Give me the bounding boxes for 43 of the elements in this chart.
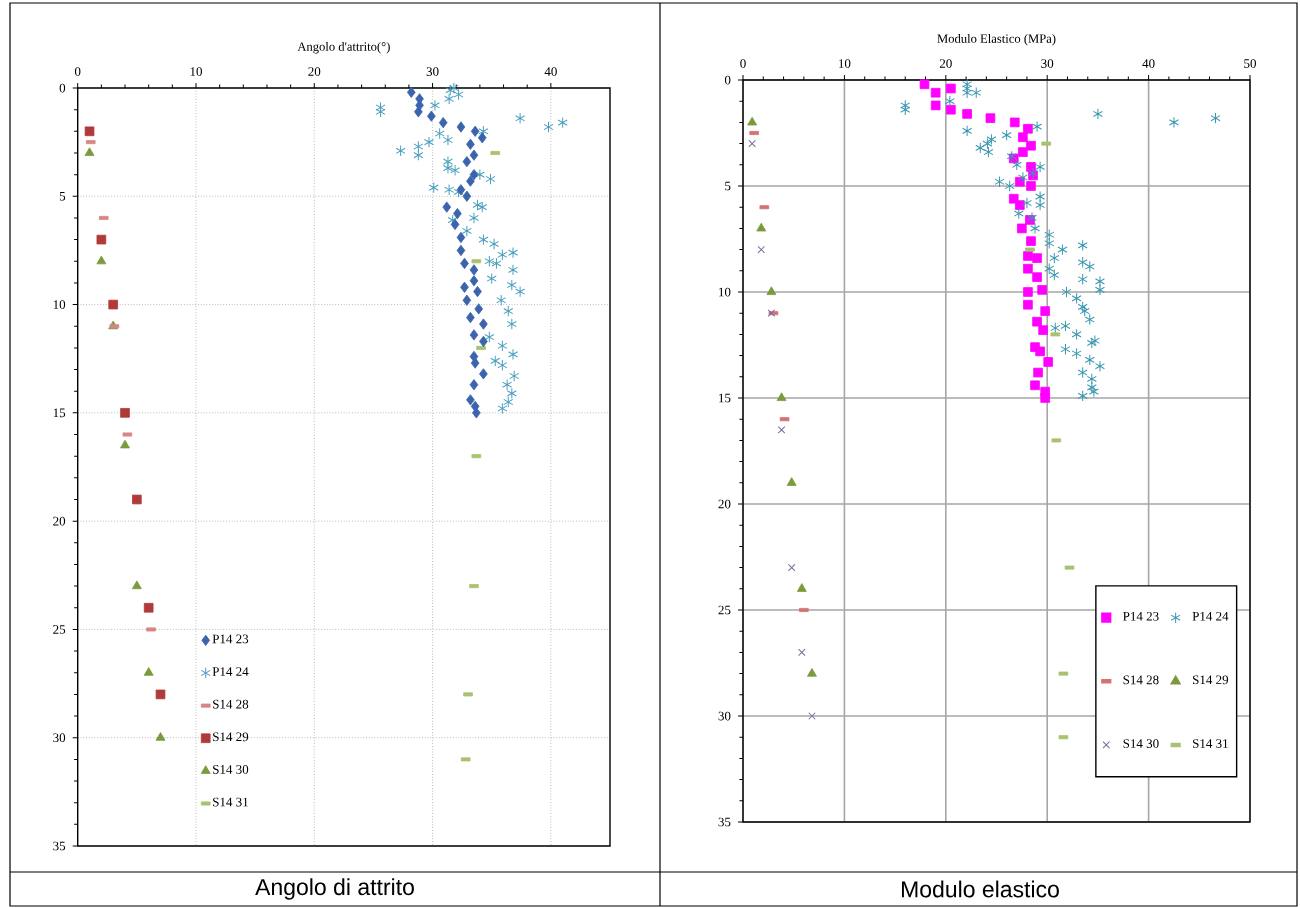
x-tick-label: 0 bbox=[740, 59, 746, 68]
legend-label: S14 29 bbox=[1193, 675, 1229, 685]
y-tick-label: 15 bbox=[719, 393, 731, 403]
x-tick-label: 40 bbox=[1142, 59, 1155, 68]
y-tick-label: 15 bbox=[53, 408, 66, 418]
legend-label: S14 30 bbox=[1123, 739, 1159, 748]
x-tick-label: 50 bbox=[1244, 59, 1256, 68]
text: Modulo elastico bbox=[901, 880, 1059, 898]
y-tick-label: 5 bbox=[59, 191, 66, 201]
y-tick-label: 0 bbox=[59, 83, 66, 93]
legend-label: S14 31 bbox=[1193, 739, 1228, 748]
x-tick-label: 40 bbox=[544, 67, 557, 76]
y-tick-label: 10 bbox=[53, 300, 66, 309]
x-tick-label: 20 bbox=[308, 67, 321, 76]
y-tick-label: 10 bbox=[719, 287, 731, 297]
legend-label: P14 24 bbox=[212, 667, 249, 676]
legend-label: S14 30 bbox=[213, 765, 249, 774]
legend-label: P14 24 bbox=[1192, 611, 1229, 621]
x-tick-label: 10 bbox=[839, 59, 851, 68]
y-tick-label: 0 bbox=[724, 75, 731, 85]
y-tick-label: 20 bbox=[718, 499, 731, 509]
y-tick-label: 35 bbox=[53, 841, 66, 851]
y-tick-label: 30 bbox=[718, 711, 731, 721]
y-tick-label: 5 bbox=[725, 181, 731, 191]
x-tick-label: 30 bbox=[1041, 59, 1054, 68]
y-tick-label: 35 bbox=[718, 817, 731, 827]
legend-label: S14 29 bbox=[213, 732, 249, 742]
y-tick-label: 25 bbox=[53, 625, 66, 634]
y-tick-label: 25 bbox=[718, 605, 731, 615]
x-tick-label: 10 bbox=[190, 67, 202, 76]
x-tick-label: 20 bbox=[939, 59, 952, 68]
y-tick-label: 30 bbox=[53, 733, 66, 743]
legend-label: P14 23 bbox=[212, 634, 249, 644]
legend-label: S14 28 bbox=[1123, 675, 1159, 685]
x-axis-title: Angolo d'attrito(°) bbox=[297, 41, 390, 54]
y-tick-label: 20 bbox=[53, 516, 66, 526]
legend-label: P14 23 bbox=[1123, 611, 1159, 621]
text: Angolo di attrito bbox=[255, 878, 414, 900]
x-tick-label: 30 bbox=[426, 67, 439, 76]
legend-label: S14 31 bbox=[213, 797, 248, 807]
legend-label: S14 28 bbox=[213, 699, 249, 709]
x-tick-label: 0 bbox=[74, 67, 81, 76]
x-axis-title: Modulo Elastico (MPa) bbox=[937, 34, 1056, 46]
